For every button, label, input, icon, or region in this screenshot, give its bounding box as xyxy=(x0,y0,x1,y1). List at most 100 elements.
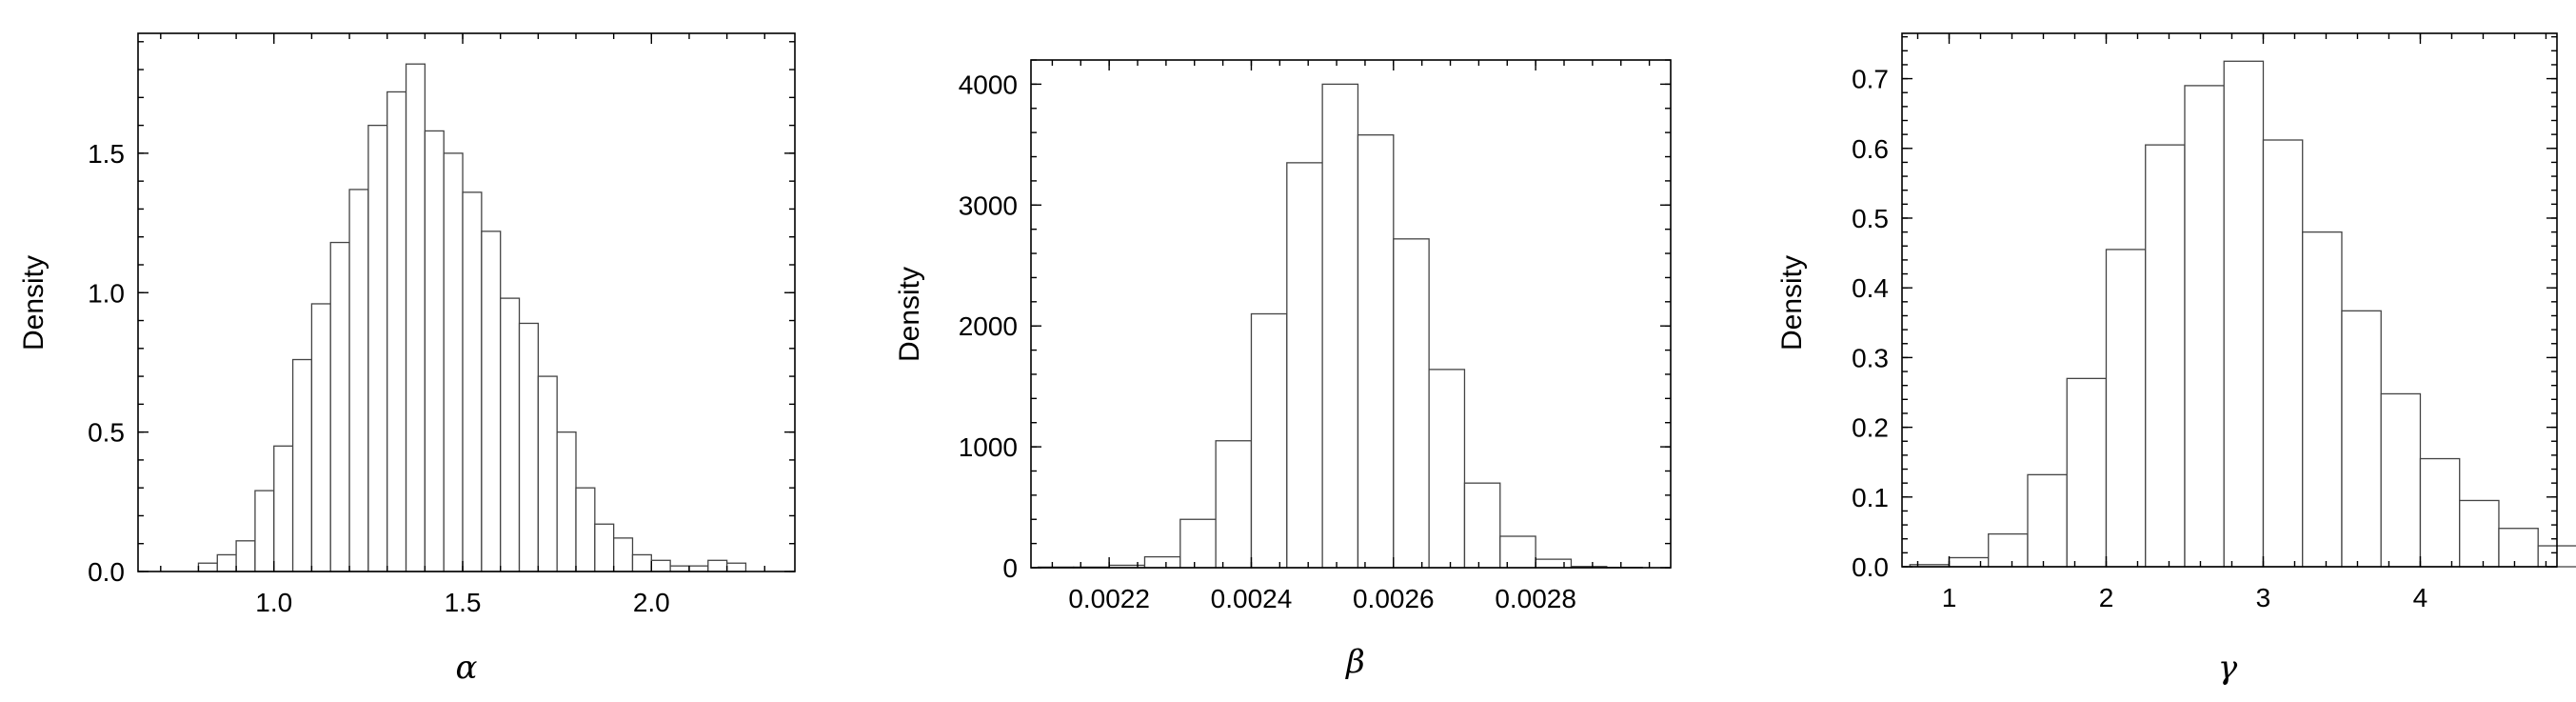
panel-beta: 0.0022 0.0024 0.0026 0.0028 0 1000 2000 3000 400… xyxy=(894,59,1672,681)
gamma-bar xyxy=(2184,85,2225,568)
beta-y-tick-label: 0 xyxy=(1002,553,1018,583)
alpha-bar xyxy=(310,303,331,572)
gamma-bar xyxy=(2066,377,2108,568)
alpha-bar xyxy=(575,487,596,572)
alpha-bar xyxy=(500,297,521,572)
gamma-bar xyxy=(2419,457,2461,568)
gamma-y-tick-label: 0.2 xyxy=(1852,413,1889,443)
gamma-x-tick-label: 4 xyxy=(2413,583,2428,612)
alpha-ticks: 1.0 1.5 2.0 0.0 0.5 1.0 1.5 xyxy=(88,33,795,617)
alpha-bar xyxy=(405,63,426,572)
panel-gamma: 1 2 3 4 0.0 0.1 0.2 0.3 0.4 0.5 0.6 0.7 Density γ xyxy=(1776,32,2576,687)
gamma-bar xyxy=(1948,556,1990,568)
gamma-y-tick-label: 0.7 xyxy=(1852,65,1889,94)
beta-bar xyxy=(1393,238,1430,569)
gamma-bar xyxy=(2223,60,2265,568)
beta-y-tick-label: 3000 xyxy=(959,191,1018,220)
gamma-bar xyxy=(2498,528,2539,568)
beta-x-axis-label: β xyxy=(1344,643,1365,681)
alpha-x-tick-label: 1.0 xyxy=(255,588,292,617)
gamma-y-tick-label: 0.0 xyxy=(1852,552,1889,582)
alpha-plot-frame xyxy=(137,32,796,572)
beta-bar xyxy=(1179,518,1217,569)
alpha-bar xyxy=(197,562,218,572)
gamma-bar xyxy=(2145,144,2186,568)
beta-y-tick-label: 1000 xyxy=(959,432,1018,462)
beta-bar xyxy=(1215,440,1253,569)
gamma-y-tick-label: 0.4 xyxy=(1852,273,1889,303)
beta-y-tick-label: 2000 xyxy=(959,311,1018,341)
beta-x-tick-label: 0.0026 xyxy=(1353,584,1435,613)
alpha-bar xyxy=(518,322,540,572)
beta-plot-frame xyxy=(1030,59,1672,569)
alpha-y-tick-label: 1.5 xyxy=(88,139,125,169)
alpha-bar xyxy=(424,130,445,572)
gamma-bar xyxy=(2459,499,2500,568)
alpha-bar xyxy=(273,445,294,572)
gamma-y-tick-label: 0.5 xyxy=(1852,204,1889,233)
alpha-bar xyxy=(443,152,464,572)
gamma-bar xyxy=(1988,532,2029,568)
alpha-bars xyxy=(197,63,747,572)
alpha-y-tick-label: 0.5 xyxy=(88,418,125,448)
gamma-y-tick-label: 0.3 xyxy=(1852,343,1889,372)
beta-y-axis-label: Density xyxy=(894,267,925,362)
alpha-y-tick-label: 0.0 xyxy=(88,557,125,587)
alpha-y-tick-label: 1.0 xyxy=(88,278,125,308)
beta-x-tick-label: 0.0022 xyxy=(1068,584,1150,613)
gamma-x-tick-label: 1 xyxy=(1942,583,1957,612)
gamma-bar xyxy=(2380,392,2422,568)
gamma-x-axis-label: γ xyxy=(2218,649,2238,687)
beta-bars xyxy=(1037,83,1643,569)
gamma-bar xyxy=(2105,249,2147,568)
gamma-plot-frame xyxy=(1901,32,2558,568)
alpha-bar xyxy=(329,241,350,572)
gamma-y-axis-label: Density xyxy=(1776,255,1808,351)
gamma-bars xyxy=(1909,60,2576,568)
gamma-x-tick-label: 2 xyxy=(2099,583,2114,612)
beta-bar xyxy=(1250,312,1288,569)
alpha-x-tick-label: 1.5 xyxy=(445,588,482,617)
alpha-bar xyxy=(631,553,652,572)
beta-x-tick-label: 0.0024 xyxy=(1211,584,1293,613)
gamma-ticks: 1 2 3 4 0.0 0.1 0.2 0.3 0.4 0.5 0.6 0.7 xyxy=(1852,33,2557,612)
alpha-bar xyxy=(725,562,747,572)
beta-bar xyxy=(1143,555,1181,569)
alpha-bar xyxy=(481,231,502,572)
beta-bar xyxy=(1357,134,1395,569)
beta-y-tick-label: 4000 xyxy=(959,70,1018,99)
gamma-bar xyxy=(2341,310,2382,568)
alpha-bar xyxy=(556,431,577,572)
alpha-bar xyxy=(594,523,615,572)
alpha-bar xyxy=(235,540,256,572)
gamma-bar xyxy=(2262,139,2304,568)
alpha-bar xyxy=(613,537,634,572)
gamma-bar xyxy=(2302,231,2343,568)
alpha-bar xyxy=(254,490,275,572)
alpha-bar xyxy=(669,565,690,572)
alpha-bar xyxy=(216,553,237,572)
beta-bar xyxy=(1535,558,1573,569)
alpha-bar xyxy=(462,191,483,572)
gamma-bar xyxy=(2027,473,2068,568)
beta-bar xyxy=(1428,369,1466,569)
alpha-x-axis-label: α xyxy=(456,649,478,687)
beta-bar xyxy=(1286,162,1323,569)
beta-ticks: 0.0022 0.0024 0.0026 0.0028 0 1000 2000 3000 400… xyxy=(959,59,1671,613)
gamma-y-tick-label: 0.1 xyxy=(1852,483,1889,512)
gamma-x-tick-label: 3 xyxy=(2256,583,2271,612)
alpha-bar xyxy=(348,189,369,572)
beta-bar xyxy=(1463,482,1501,569)
beta-bar xyxy=(1321,83,1359,569)
gamma-y-tick-label: 0.6 xyxy=(1852,134,1889,164)
alpha-bar xyxy=(367,124,388,572)
alpha-x-tick-label: 2.0 xyxy=(633,588,670,617)
beta-x-tick-label: 0.0028 xyxy=(1495,584,1576,613)
alpha-bar xyxy=(537,375,558,572)
alpha-bar xyxy=(650,559,671,572)
alpha-bar xyxy=(707,559,728,572)
alpha-bar xyxy=(688,565,709,572)
alpha-bar xyxy=(386,90,407,572)
beta-bar xyxy=(1499,535,1536,569)
